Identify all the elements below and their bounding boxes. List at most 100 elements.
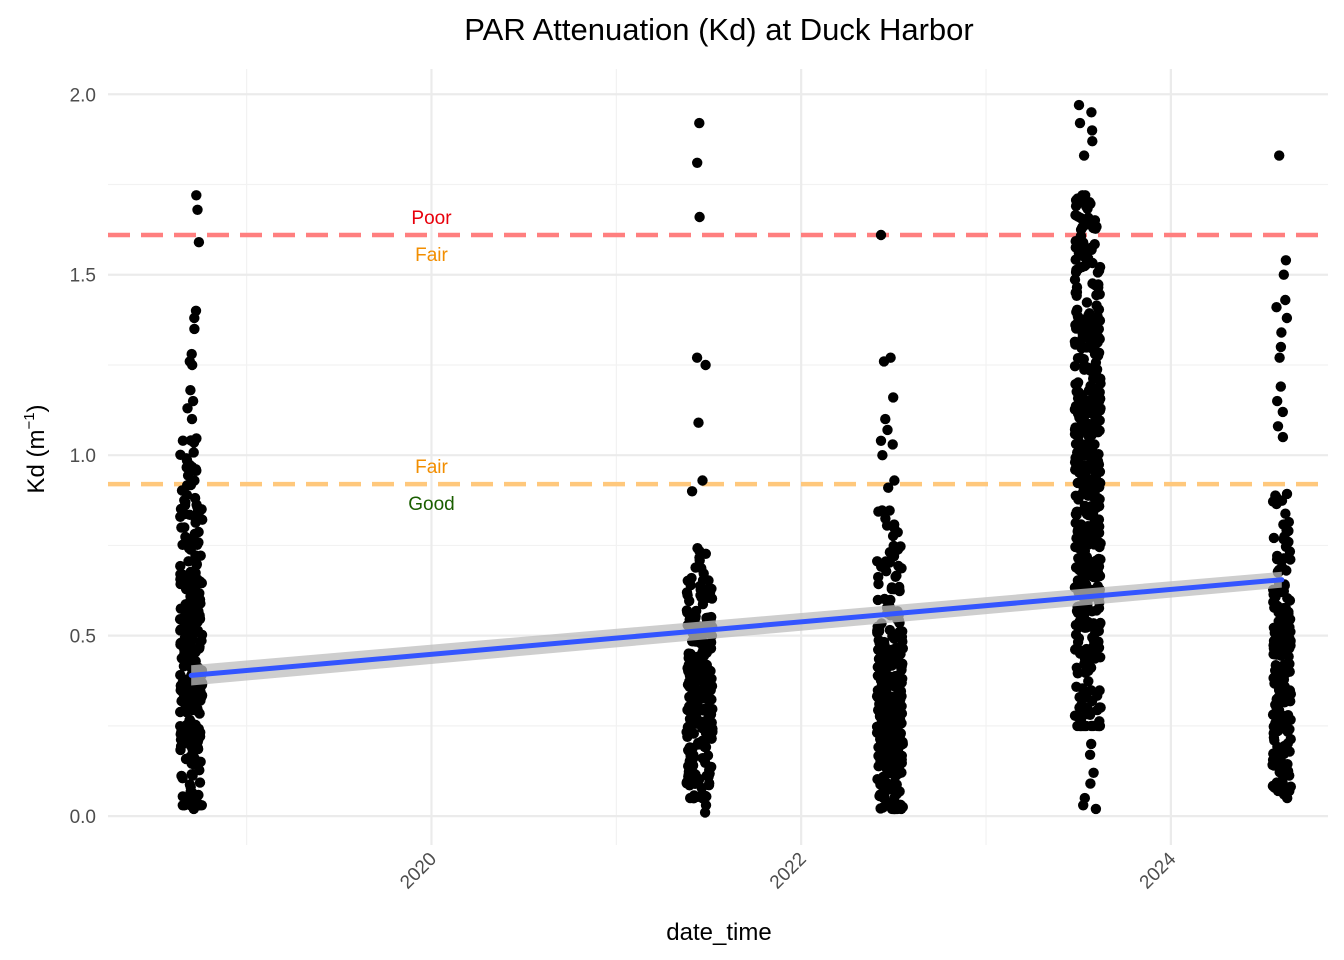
- data-point: [1094, 494, 1105, 505]
- data-point: [700, 790, 711, 802]
- data-point: [892, 726, 904, 737]
- threshold-label-above: Poor: [411, 208, 452, 229]
- data-point: [193, 526, 204, 538]
- data-point: [1091, 559, 1103, 570]
- data-point: [183, 543, 195, 554]
- data-point: [180, 631, 192, 643]
- chart-title: PAR Attenuation (Kd) at Duck Harbor: [464, 12, 973, 47]
- data-point: [1074, 117, 1086, 129]
- data-point: [1072, 506, 1084, 517]
- data-point: [1278, 723, 1290, 734]
- data-point: [185, 479, 197, 491]
- data-point: [875, 229, 887, 241]
- data-point: [1073, 387, 1085, 398]
- data-point: [177, 800, 188, 811]
- data-point: [1280, 294, 1291, 306]
- data-point: [187, 359, 198, 371]
- data-point: [1074, 702, 1085, 713]
- data-point: [180, 753, 192, 765]
- data-point: [179, 495, 190, 506]
- data-point: [702, 694, 713, 705]
- data-point: [1090, 803, 1102, 815]
- data-point: [1073, 315, 1084, 326]
- y-axis-label: Kd (m−1): [21, 404, 50, 493]
- data-point: [896, 803, 907, 815]
- data-point: [1079, 411, 1090, 422]
- data-point: [1284, 546, 1296, 557]
- data-point: [688, 677, 700, 688]
- data-point: [691, 651, 702, 663]
- data-point: [1272, 421, 1284, 432]
- data-point: [1081, 322, 1092, 333]
- data-point: [1277, 431, 1289, 443]
- data-point: [179, 648, 190, 659]
- data-point: [1276, 327, 1287, 338]
- data-point: [1079, 260, 1090, 272]
- data-point: [1091, 221, 1102, 232]
- data-point: [694, 546, 705, 557]
- data-point: [187, 610, 199, 622]
- data-point: [884, 624, 896, 636]
- data-point: [1087, 136, 1098, 147]
- data-point: [883, 482, 894, 493]
- data-point: [877, 450, 888, 461]
- data-point: [694, 211, 705, 223]
- data-point: [184, 732, 195, 744]
- threshold-label-above: Fair: [415, 457, 448, 478]
- data-point: [1094, 481, 1105, 493]
- data-point: [1076, 489, 1087, 500]
- data-point: [1268, 532, 1280, 544]
- trend-line-layer: [188, 571, 1285, 686]
- data-point: [190, 719, 201, 731]
- data-point: [192, 204, 203, 215]
- data-point: [1085, 242, 1097, 253]
- threshold-label-below: Fair: [415, 245, 448, 266]
- data-point: [196, 635, 207, 646]
- data-point: [1267, 759, 1278, 771]
- data-point: [1080, 605, 1092, 616]
- data-point: [692, 685, 704, 696]
- data-point: [683, 663, 695, 674]
- data-point: [692, 791, 703, 802]
- data-point: [1093, 636, 1104, 647]
- data-point: [177, 435, 189, 446]
- data-points: [174, 99, 1297, 818]
- data-point: [891, 712, 902, 723]
- data-point: [1070, 422, 1081, 433]
- data-point: [1089, 517, 1100, 528]
- y-tick-label: 1.0: [70, 446, 96, 467]
- data-point: [194, 594, 206, 605]
- data-point: [694, 661, 705, 672]
- data-point: [697, 475, 708, 486]
- data-point: [704, 725, 716, 736]
- data-point: [1285, 781, 1297, 792]
- data-point: [688, 709, 699, 721]
- data-point: [682, 721, 694, 733]
- data-point: [873, 578, 884, 590]
- data-point: [696, 592, 707, 603]
- data-point: [1275, 607, 1286, 618]
- data-point: [886, 582, 898, 593]
- data-point: [691, 352, 703, 363]
- data-point: [894, 786, 905, 797]
- data-point: [1282, 631, 1293, 642]
- y-tick-label: 2.0: [70, 85, 96, 106]
- data-point: [1281, 488, 1293, 500]
- data-point: [879, 737, 890, 748]
- data-point: [1086, 738, 1097, 750]
- data-point: [1078, 354, 1090, 365]
- data-point: [194, 777, 206, 788]
- data-point: [187, 395, 199, 407]
- data-point: [704, 707, 715, 718]
- data-point: [694, 555, 705, 566]
- data-point: [1284, 746, 1295, 757]
- y-tick-label: 1.5: [70, 266, 96, 287]
- data-point: [176, 522, 187, 533]
- data-point: [191, 433, 202, 444]
- data-point: [682, 731, 693, 742]
- data-point: [891, 682, 903, 694]
- data-point: [1078, 561, 1089, 572]
- data-point: [1081, 342, 1092, 353]
- data-point: [1091, 289, 1102, 301]
- data-point: [186, 413, 198, 425]
